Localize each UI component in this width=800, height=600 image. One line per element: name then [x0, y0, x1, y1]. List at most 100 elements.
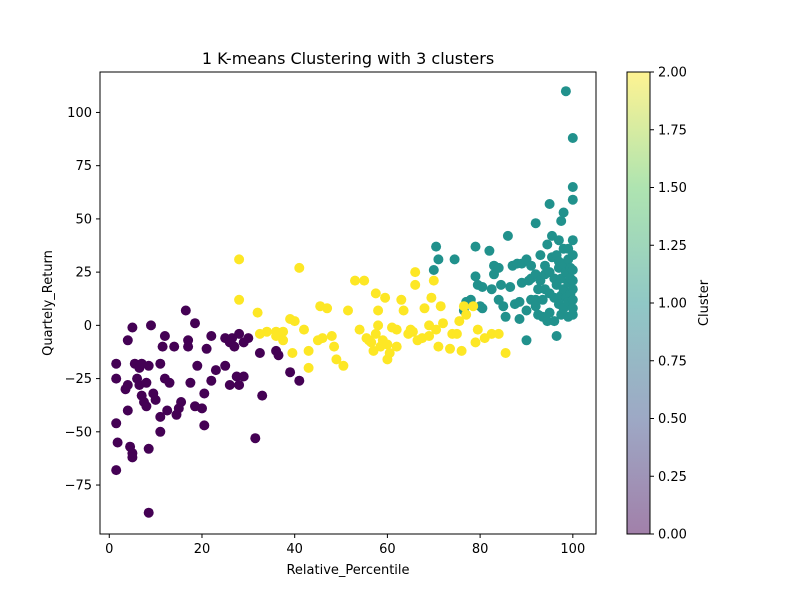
chart-title: 1 K-means Clustering with 3 clusters	[202, 49, 494, 68]
data-point-cluster-0	[231, 371, 242, 382]
data-point-cluster-0	[176, 397, 187, 407]
data-point-cluster-2	[329, 341, 340, 352]
data-point-cluster-1	[567, 250, 578, 261]
points-layer	[111, 86, 578, 518]
data-point-cluster-2	[278, 326, 289, 337]
data-point-cluster-2	[458, 301, 469, 312]
data-point-cluster-2	[468, 301, 479, 312]
data-point-cluster-1	[556, 216, 567, 226]
plot-frame	[99, 71, 597, 535]
data-point-cluster-1	[560, 86, 571, 97]
data-point-cluster-0	[250, 433, 261, 444]
data-point-cluster-2	[451, 328, 462, 339]
y-tick-label: 25	[75, 266, 92, 281]
data-point-cluster-2	[373, 320, 384, 331]
data-point-cluster-2	[350, 275, 360, 286]
data-point-cluster-2	[454, 316, 465, 327]
x-tick-label: 20	[194, 542, 211, 557]
data-point-cluster-2	[322, 303, 333, 314]
data-point-cluster-2	[391, 324, 402, 335]
data-point-cluster-2	[433, 341, 444, 352]
data-point-cluster-2	[435, 301, 446, 312]
data-point-cluster-1	[505, 282, 516, 292]
data-point-cluster-1	[486, 284, 497, 295]
data-point-cluster-1	[493, 262, 504, 273]
y-tick-label: 100	[67, 106, 92, 121]
data-point-cluster-1	[567, 194, 578, 205]
data-point-cluster-2	[303, 362, 314, 373]
data-point-cluster-0	[294, 375, 305, 386]
colorbar-tick-label: 2.00	[658, 66, 687, 81]
data-point-cluster-0	[285, 367, 296, 378]
y-tick-label: 0	[84, 319, 92, 334]
data-point-cluster-2	[486, 328, 497, 339]
data-point-cluster-0	[122, 335, 133, 346]
data-point-cluster-1	[544, 307, 555, 318]
colorbar-tick-label: 1.25	[658, 239, 687, 254]
data-point-cluster-0	[220, 360, 231, 371]
data-point-cluster-2	[370, 288, 381, 299]
data-point-cluster-0	[127, 322, 138, 333]
data-point-cluster-0	[199, 420, 210, 431]
data-point-cluster-1	[549, 316, 560, 327]
data-point-cluster-0	[234, 380, 245, 390]
data-point-cluster-1	[498, 301, 509, 312]
data-point-cluster-0	[155, 426, 166, 437]
data-point-cluster-1	[567, 275, 578, 286]
data-point-cluster-0	[273, 350, 284, 361]
data-point-cluster-1	[567, 265, 578, 275]
data-point-cluster-1	[533, 284, 544, 295]
y-tick-label: −50	[65, 425, 92, 440]
data-point-cluster-2	[382, 339, 393, 350]
data-point-cluster-2	[426, 292, 437, 303]
data-point-cluster-1	[477, 303, 488, 314]
x-tick-label: 80	[472, 542, 489, 557]
data-point-cluster-0	[180, 305, 191, 316]
data-point-cluster-2	[354, 324, 365, 335]
data-point-cluster-2	[500, 348, 511, 358]
data-point-cluster-1	[537, 294, 548, 305]
data-point-cluster-0	[243, 333, 254, 344]
data-point-cluster-1	[496, 279, 506, 290]
data-point-cluster-1	[567, 133, 578, 143]
x-axis: 0 20 40 60 80 100	[105, 534, 585, 557]
colorbar-axis: 0.00 0.25 0.50 0.75 1.00 1.25 1.50 1.75 2.00	[650, 66, 687, 543]
data-point-cluster-1	[530, 218, 541, 229]
data-point-cluster-1	[433, 254, 444, 265]
x-axis-label: Relative_Percentile	[286, 563, 409, 578]
data-point-cluster-0	[143, 443, 154, 454]
data-point-cluster-0	[111, 418, 122, 429]
data-point-cluster-1	[542, 239, 553, 250]
data-point-cluster-1	[514, 314, 525, 324]
data-point-cluster-1	[553, 235, 564, 246]
colorbar-tick-label: 1.50	[658, 181, 687, 196]
x-tick-label: 0	[105, 542, 113, 557]
data-point-cluster-0	[199, 388, 210, 399]
data-point-cluster-2	[470, 337, 481, 348]
data-point-cluster-1	[502, 230, 513, 241]
x-tick-label: 100	[560, 542, 585, 557]
x-tick-label: 40	[286, 542, 303, 557]
colorbar-tick-label: 0.25	[658, 470, 687, 485]
data-point-cluster-0	[257, 390, 268, 401]
data-point-cluster-2	[252, 307, 263, 318]
data-point-cluster-2	[398, 305, 409, 316]
y-axis: −75 −50 −25 0 25 50 75 100	[65, 106, 100, 494]
data-point-cluster-0	[234, 328, 245, 339]
data-point-cluster-0	[141, 377, 152, 388]
data-point-cluster-2	[380, 292, 391, 303]
y-tick-label: −75	[65, 479, 92, 494]
colorbar-tick-label: 1.75	[658, 123, 687, 138]
data-point-cluster-2	[326, 331, 337, 341]
colorbar	[627, 72, 650, 534]
data-point-cluster-0	[112, 437, 123, 448]
colorbar-tick-label: 1.00	[658, 297, 687, 312]
data-point-cluster-1	[514, 296, 525, 307]
data-point-cluster-2	[261, 326, 272, 337]
data-point-cluster-2	[234, 254, 245, 265]
data-point-cluster-1	[558, 207, 569, 218]
data-point-cluster-1	[431, 241, 442, 252]
data-point-cluster-2	[343, 305, 353, 316]
data-point-cluster-0	[190, 318, 200, 329]
